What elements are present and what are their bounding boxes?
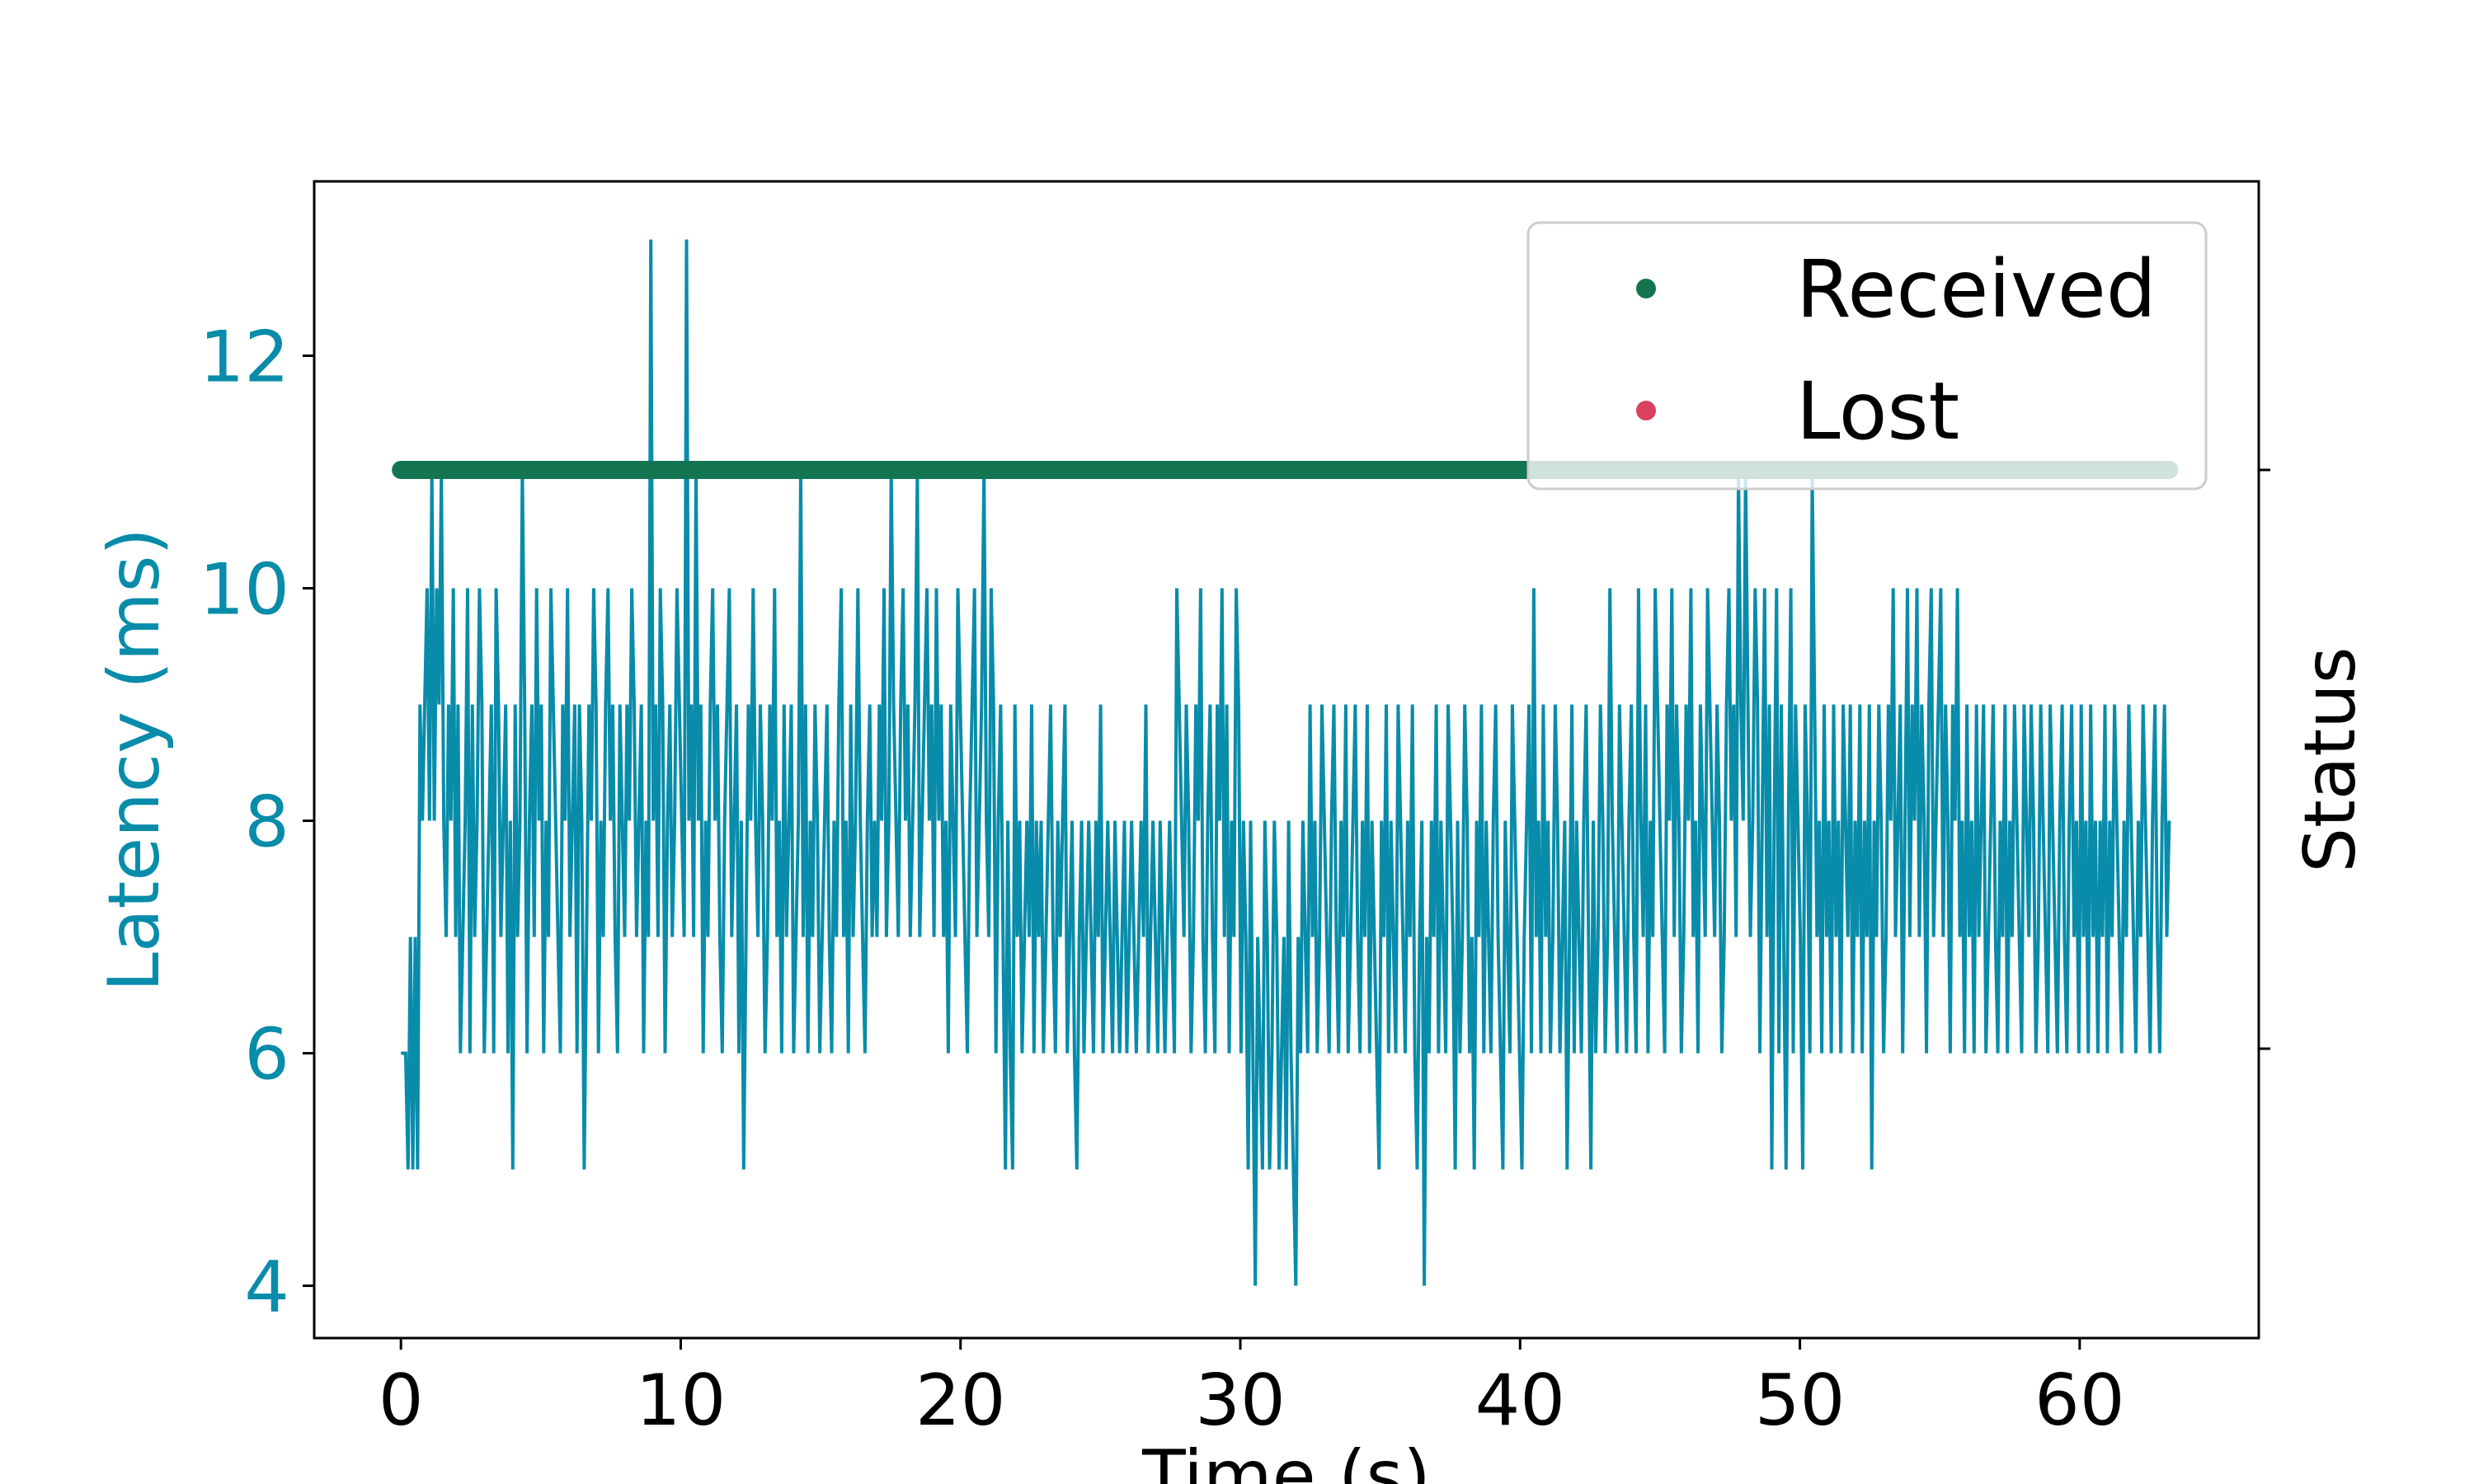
- y-axis-label: Latency (ms): [93, 528, 176, 992]
- y-tick-label-4: 4: [244, 1247, 289, 1329]
- latency-series-line: [401, 239, 2171, 1286]
- y-axis-left: 4 6 8 10 12: [200, 317, 314, 1329]
- y-tick-label-8: 8: [244, 782, 289, 864]
- x-axis: 0 10 20 30 40 50 60: [379, 1338, 2125, 1442]
- x-tick-label-60: 60: [2034, 1360, 2124, 1442]
- legend-box: [1526, 221, 2208, 491]
- legend-marker-received: [1636, 279, 1656, 298]
- legend-marker-lost: [1636, 401, 1656, 420]
- x-tick-label-50: 50: [1755, 1360, 1845, 1442]
- latency-series-layer: [401, 239, 2171, 1286]
- legend-label-received: Received: [1796, 243, 2157, 336]
- y-tick-label-6: 6: [244, 1014, 289, 1097]
- y-tick-label-10: 10: [200, 549, 289, 632]
- legend-label-lost: Lost: [1796, 365, 1959, 458]
- x-tick-label-20: 20: [915, 1360, 1005, 1442]
- y-axis-right-label: Status: [2289, 646, 2372, 872]
- legend: Received Lost: [1526, 221, 2208, 491]
- x-tick-label-40: 40: [1475, 1360, 1565, 1442]
- x-tick-label-0: 0: [379, 1360, 424, 1442]
- x-axis-label: Time (s): [1141, 1435, 1431, 1484]
- y-axis-right: [2259, 468, 2270, 1050]
- x-tick-label-10: 10: [636, 1360, 726, 1442]
- y-tick-label-12: 12: [200, 317, 289, 399]
- x-tick-label-30: 30: [1195, 1360, 1285, 1442]
- plot-frame: [313, 180, 2260, 1340]
